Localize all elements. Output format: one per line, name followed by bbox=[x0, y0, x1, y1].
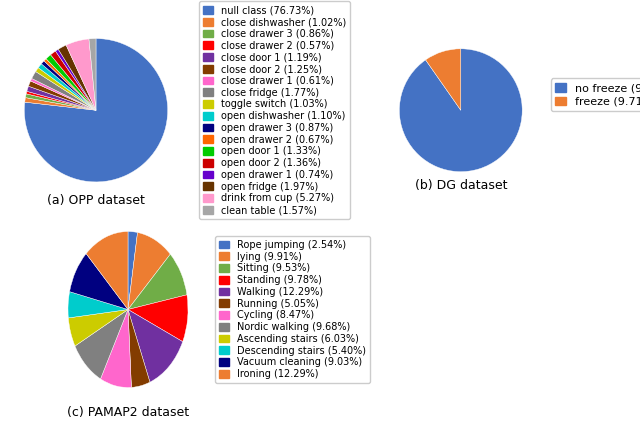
Wedge shape bbox=[68, 292, 128, 318]
Wedge shape bbox=[56, 49, 96, 110]
Wedge shape bbox=[38, 64, 96, 110]
Wedge shape bbox=[46, 55, 96, 110]
Wedge shape bbox=[128, 310, 150, 388]
Wedge shape bbox=[31, 78, 96, 110]
Legend: no freeze (90.29%), freeze (9.71%): no freeze (90.29%), freeze (9.71%) bbox=[551, 78, 640, 111]
Wedge shape bbox=[426, 49, 461, 110]
Wedge shape bbox=[128, 310, 182, 382]
Title: (c) PAMAP2 dataset: (c) PAMAP2 dataset bbox=[67, 406, 189, 419]
Wedge shape bbox=[26, 91, 96, 110]
Wedge shape bbox=[32, 72, 96, 110]
Wedge shape bbox=[75, 310, 128, 379]
Wedge shape bbox=[89, 39, 96, 110]
Wedge shape bbox=[68, 310, 128, 346]
Wedge shape bbox=[100, 310, 131, 388]
Wedge shape bbox=[25, 98, 96, 110]
Wedge shape bbox=[24, 39, 168, 182]
Wedge shape bbox=[86, 232, 128, 310]
Wedge shape bbox=[128, 232, 170, 310]
Wedge shape bbox=[66, 39, 96, 110]
Wedge shape bbox=[28, 81, 96, 110]
Wedge shape bbox=[128, 254, 187, 310]
Wedge shape bbox=[27, 86, 96, 110]
Wedge shape bbox=[26, 94, 96, 110]
Wedge shape bbox=[42, 61, 96, 110]
Wedge shape bbox=[58, 45, 96, 110]
Legend: Rope jumping (2.54%), lying (9.91%), Sitting (9.53%), Standing (9.78%), Walking : Rope jumping (2.54%), lying (9.91%), Sit… bbox=[216, 236, 370, 383]
Wedge shape bbox=[36, 68, 96, 110]
Wedge shape bbox=[51, 51, 96, 110]
Wedge shape bbox=[128, 295, 188, 342]
Wedge shape bbox=[70, 254, 128, 310]
Wedge shape bbox=[399, 49, 522, 172]
Title: (a) OPP dataset: (a) OPP dataset bbox=[47, 194, 145, 207]
Wedge shape bbox=[44, 59, 96, 110]
Title: (b) DG dataset: (b) DG dataset bbox=[415, 179, 507, 192]
Legend: null class (76.73%), close dishwasher (1.02%), close drawer 3 (0.86%), close dra: null class (76.73%), close dishwasher (1… bbox=[200, 1, 350, 219]
Wedge shape bbox=[128, 232, 138, 310]
